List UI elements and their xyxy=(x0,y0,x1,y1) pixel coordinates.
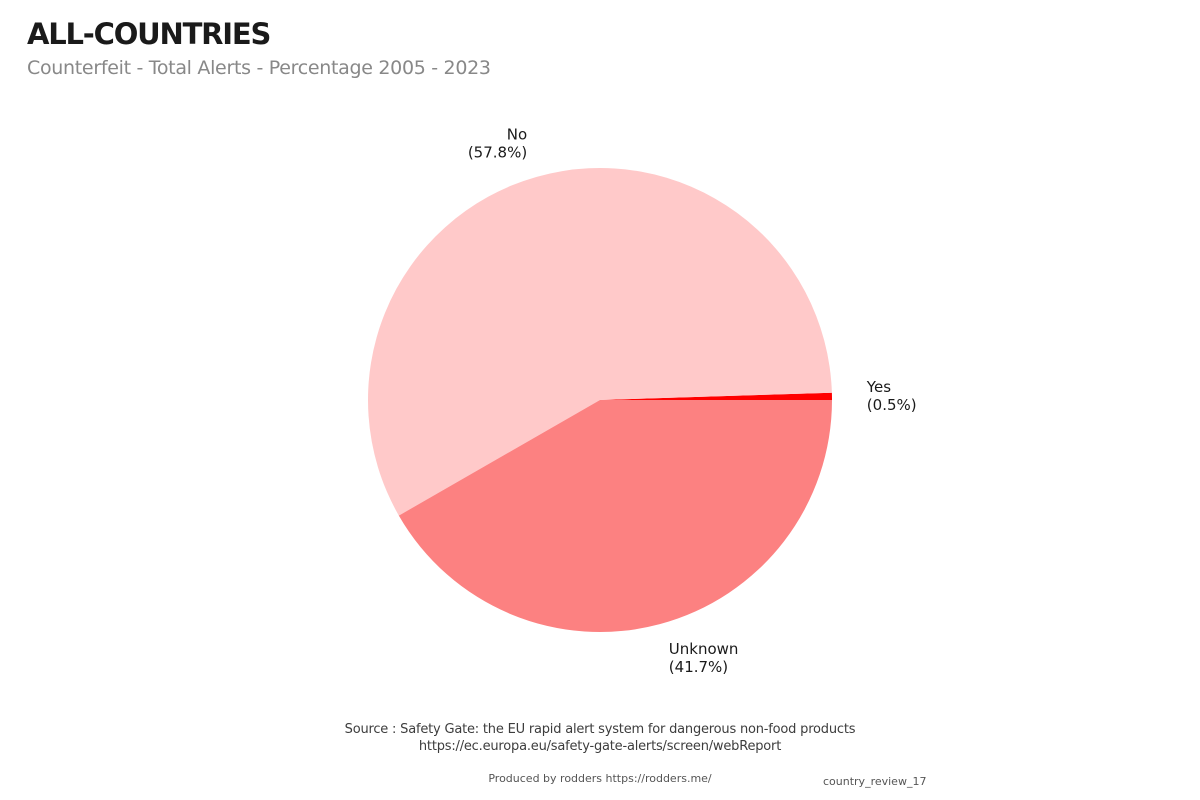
source-note: Source : Safety Gate: the EU rapid alert… xyxy=(0,721,1200,755)
pie-slice-yes xyxy=(600,392,833,400)
pie-slice-unknown xyxy=(398,400,832,633)
source-line-1: Source : Safety Gate: the EU rapid alert… xyxy=(344,722,856,737)
source-line-2: https://ec.europa.eu/safety-gate-alerts/… xyxy=(418,739,782,754)
watermark-label: country_review_17 xyxy=(823,775,927,788)
pie-label-yes: Yes (0.5%) xyxy=(866,378,917,414)
credit-note: Produced by rodders https://rodders.me/ xyxy=(488,772,712,785)
page-subtitle: Counterfeit - Total Alerts - Percentage … xyxy=(27,57,491,79)
pie-label-unknown: Unknown (41.7%) xyxy=(669,640,739,676)
pie-label-no: No (57.8%) xyxy=(468,125,527,161)
page-title: ALL-COUNTRIES xyxy=(27,17,271,51)
pie-slice-no xyxy=(368,168,832,516)
